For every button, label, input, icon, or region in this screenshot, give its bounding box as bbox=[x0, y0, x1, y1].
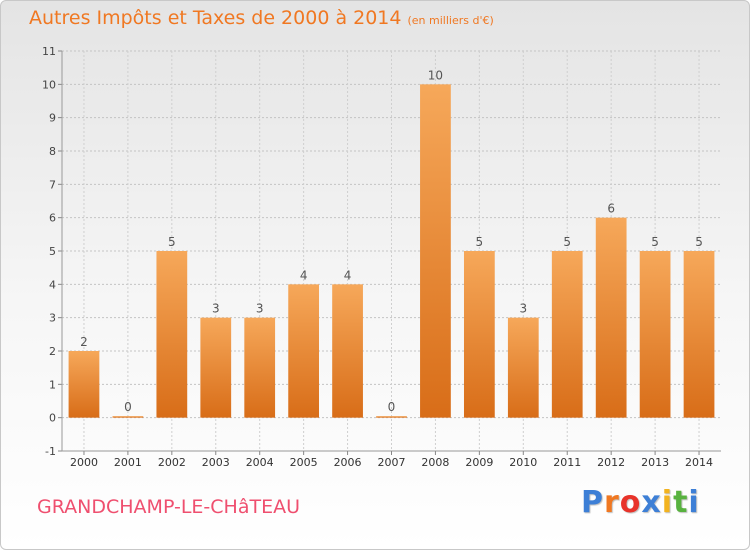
bar-value-label: 5 bbox=[476, 235, 484, 249]
bar-value-label: 10 bbox=[428, 68, 443, 82]
x-tick-label: 2014 bbox=[685, 456, 713, 469]
x-tick-label: 2011 bbox=[553, 456, 581, 469]
x-tick-label: 2013 bbox=[641, 456, 669, 469]
y-tick-label: 10 bbox=[42, 78, 56, 91]
bar bbox=[551, 251, 583, 418]
bar-value-label: 3 bbox=[519, 302, 527, 316]
bar bbox=[683, 251, 715, 418]
bar bbox=[156, 251, 188, 418]
x-tick-label: 2001 bbox=[114, 456, 142, 469]
bar bbox=[376, 416, 407, 418]
bar bbox=[595, 217, 627, 418]
bar bbox=[68, 351, 100, 418]
logo-letter: t bbox=[673, 485, 689, 520]
bar bbox=[200, 317, 232, 418]
y-tick-label: 11 bbox=[42, 45, 56, 58]
logo-letter: P bbox=[581, 485, 604, 520]
bar bbox=[112, 416, 144, 418]
logo-letter: r bbox=[604, 485, 620, 520]
bar-value-label: 0 bbox=[388, 400, 396, 414]
bar-value-label: 5 bbox=[695, 235, 703, 249]
commune-name: GRANDCHAMP-LE-CHâTEAU bbox=[37, 496, 300, 518]
y-tick-label: 6 bbox=[49, 212, 56, 225]
bar bbox=[420, 84, 451, 418]
bar-layer: 2 0 5 3 3 4 4 0 10 5 3 5 6 5 5 bbox=[68, 68, 715, 418]
x-tick-label: 2010 bbox=[509, 456, 537, 469]
y-tick-label: 5 bbox=[49, 245, 56, 258]
x-tick-label: 2007 bbox=[378, 456, 406, 469]
x-tick-label: 2012 bbox=[597, 456, 625, 469]
x-tick-label: 2004 bbox=[246, 456, 274, 469]
chart-title: Autres Impôts et Taxes de 2000 à 2014 (en… bbox=[29, 7, 494, 29]
bar bbox=[332, 284, 363, 418]
bar-value-label: 4 bbox=[344, 268, 352, 282]
y-tick-label: 7 bbox=[49, 178, 56, 191]
y-tick-label: -1 bbox=[45, 445, 56, 458]
y-tick-label: 1 bbox=[49, 378, 56, 391]
bar bbox=[463, 251, 495, 418]
proxiti-logo: Proxiti bbox=[581, 485, 700, 520]
x-tick-label: 2005 bbox=[290, 456, 318, 469]
bar-value-label: 5 bbox=[563, 235, 571, 249]
x-tick-label: 2008 bbox=[421, 456, 449, 469]
logo-letter: x bbox=[641, 485, 662, 520]
bar-value-label: 5 bbox=[651, 235, 659, 249]
y-tick-label: 9 bbox=[49, 112, 56, 125]
x-tick-label: 2006 bbox=[334, 456, 362, 469]
chart-title-text: Autres Impôts et Taxes de 2000 à 2014 bbox=[29, 7, 402, 29]
bar bbox=[288, 284, 320, 418]
bar-value-label: 5 bbox=[168, 235, 176, 249]
bar-value-label: 3 bbox=[256, 302, 264, 316]
logo-letter: i bbox=[661, 485, 674, 520]
bar bbox=[244, 317, 276, 418]
logo-letter: o bbox=[619, 485, 642, 520]
logo-letter: i bbox=[688, 485, 700, 520]
x-tick-label: 2000 bbox=[70, 456, 98, 469]
bar-value-label: 6 bbox=[607, 202, 615, 216]
y-tick-label: 0 bbox=[49, 412, 56, 425]
x-tick-label: 2003 bbox=[202, 456, 230, 469]
x-tick-label: 2009 bbox=[465, 456, 493, 469]
x-tick-label: 2002 bbox=[158, 456, 186, 469]
bar-value-label: 2 bbox=[80, 335, 88, 349]
bar bbox=[507, 317, 539, 418]
y-tick-label: 2 bbox=[49, 345, 56, 358]
y-tick-label: 8 bbox=[49, 145, 56, 158]
chart-unit: (en milliers d'€) bbox=[407, 14, 494, 27]
bar-value-label: 4 bbox=[300, 268, 308, 282]
y-tick-label: 3 bbox=[49, 312, 56, 325]
y-tick-label: 4 bbox=[49, 278, 56, 291]
bar-value-label: 0 bbox=[124, 400, 132, 414]
bar bbox=[639, 251, 671, 418]
bar-value-label: 3 bbox=[212, 302, 220, 316]
